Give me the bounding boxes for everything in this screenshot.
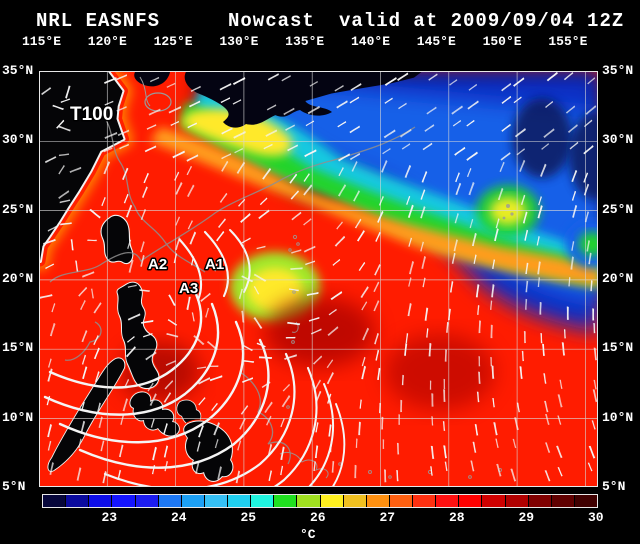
svg-text:A3: A3 (179, 280, 198, 297)
svg-text:A1: A1 (205, 256, 224, 273)
svg-text:A2: A2 (148, 256, 167, 273)
svg-text:T100: T100 (70, 104, 113, 125)
